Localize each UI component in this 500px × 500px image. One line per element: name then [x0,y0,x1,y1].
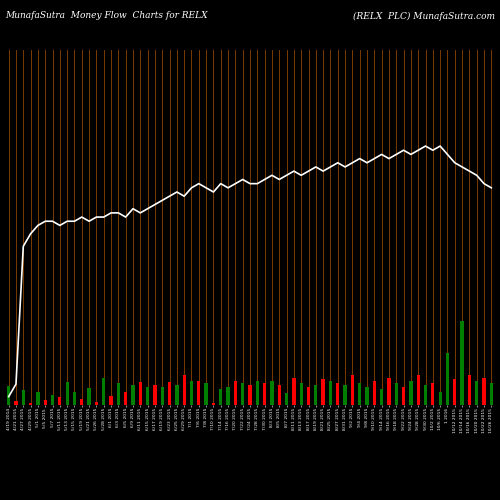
Bar [358,384,362,405]
Bar [285,394,288,405]
Bar [248,385,252,405]
Bar [490,384,493,405]
Bar [88,388,90,405]
Bar [58,398,61,405]
Bar [234,381,237,405]
Bar [95,402,98,405]
Bar [168,382,171,405]
Bar [22,390,25,405]
Bar [453,379,456,405]
Bar [388,378,390,405]
Bar [182,375,186,405]
Bar [380,389,384,405]
Bar [73,392,76,405]
Text: MunafaSutra  Money Flow  Charts for RELX: MunafaSutra Money Flow Charts for RELX [5,12,207,20]
Bar [394,384,398,405]
Bar [66,382,69,405]
Bar [460,322,464,405]
Bar [402,388,405,405]
Bar [132,385,134,405]
Bar [138,382,142,405]
Bar [241,384,244,405]
Bar [372,381,376,405]
Bar [409,381,412,405]
Bar [322,379,325,405]
Bar [116,384,120,405]
Bar [307,388,310,405]
Bar [256,381,259,405]
Bar [219,389,222,405]
Bar [344,385,346,405]
Bar [482,378,486,405]
Bar [278,385,281,405]
Bar [146,388,150,405]
Bar [350,375,354,405]
Bar [212,403,215,405]
Bar [154,385,156,405]
Bar [314,385,318,405]
Bar [431,384,434,405]
Bar [51,394,54,405]
Bar [416,375,420,405]
Bar [424,385,427,405]
Bar [190,381,193,405]
Bar [446,353,449,405]
Bar [226,388,230,405]
Bar [160,386,164,405]
Bar [329,381,332,405]
Bar [44,400,47,405]
Bar [270,381,274,405]
Bar [197,381,200,405]
Bar [29,403,32,405]
Bar [438,392,442,405]
Bar [14,401,18,405]
Bar [263,384,266,405]
Bar [292,378,296,405]
Bar [366,388,368,405]
Bar [336,384,340,405]
Text: (RELX  PLC) MunafaSutra.com: (RELX PLC) MunafaSutra.com [353,12,495,20]
Bar [36,392,40,405]
Bar [175,385,178,405]
Bar [475,381,478,405]
Bar [124,392,128,405]
Bar [300,384,303,405]
Bar [7,386,10,405]
Bar [102,378,106,405]
Bar [468,375,471,405]
Bar [204,384,208,405]
Bar [80,398,84,405]
Bar [110,396,112,405]
